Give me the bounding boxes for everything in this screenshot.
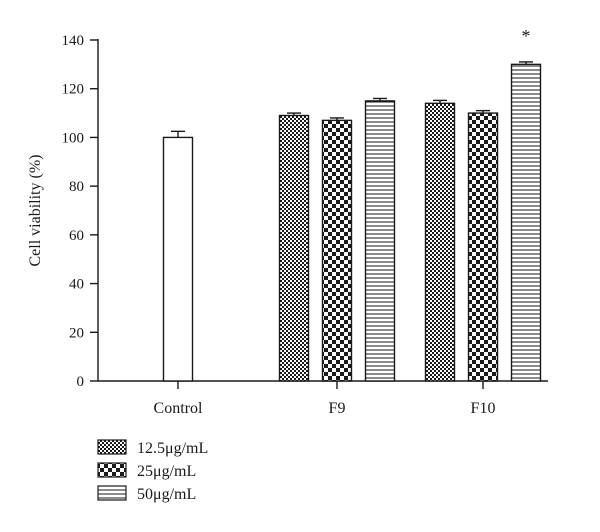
y-tick-label: 100 <box>62 130 85 146</box>
bar-control-1 <box>162 136 194 382</box>
legend-swatch-1 <box>97 439 127 455</box>
legend-label-3: 50μg/mL <box>137 486 196 503</box>
bars: * <box>162 26 542 382</box>
y-tick-label: 40 <box>69 277 84 293</box>
significance-marker: * <box>522 26 531 46</box>
y-tick-label: 80 <box>69 179 84 195</box>
bar-f9-2 <box>321 119 353 382</box>
bar-f10-1 <box>424 102 456 382</box>
y-tick-label: 60 <box>69 228 84 244</box>
bar-f9-3 <box>364 100 396 382</box>
y-tick-label: 140 <box>62 33 85 49</box>
legend-swatch-2 <box>97 462 127 478</box>
x-tick-label: F10 <box>471 400 496 417</box>
legend-swatch-3 <box>97 485 127 501</box>
y-tick-label: 120 <box>62 82 85 98</box>
legend-label-2: 25μg/mL <box>137 463 196 480</box>
x-tick-label: Control <box>154 400 203 417</box>
x-tick-label: F9 <box>329 400 346 417</box>
bar-f9-1 <box>278 114 310 382</box>
y-tick-label: 0 <box>77 374 85 390</box>
axes: 0 20 40 60 80 100 120 140 Cell viability (%) Cont… <box>27 33 548 417</box>
legend: 12.5μg/mL 25μg/mL 50μg/mL <box>97 439 208 503</box>
legend-label-1: 12.5μg/mL <box>137 440 208 457</box>
y-tick-label: 20 <box>69 325 84 341</box>
bar-f10-3 <box>510 63 542 382</box>
bar-f10-2 <box>467 112 499 382</box>
y-axis-label: Cell viability (%) <box>27 155 44 267</box>
